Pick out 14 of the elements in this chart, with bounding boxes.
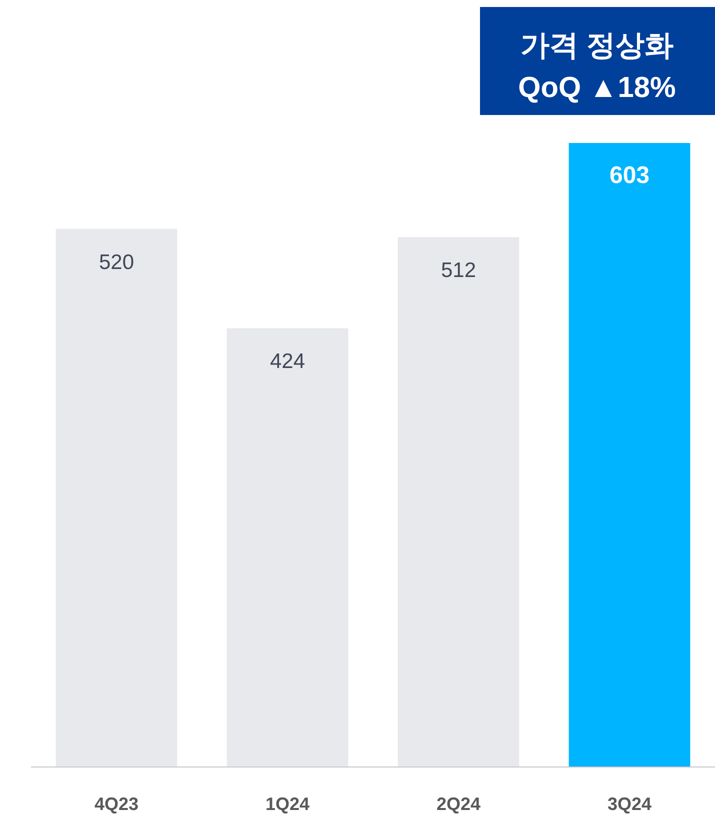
- text: QoQ ▲18%: [518, 72, 676, 104]
- data-label: 512: [440, 259, 476, 282]
- bar: [398, 237, 520, 767]
- x-tick-label: 3Q24: [607, 794, 652, 814]
- bar: [56, 228, 178, 767]
- bar: [226, 328, 348, 767]
- data-label: 424: [270, 350, 306, 374]
- x-tick-label: 2Q24: [436, 794, 481, 814]
- x-tick-label: 4Q23: [94, 794, 139, 814]
- data-label: 520: [98, 250, 134, 274]
- bar: [568, 143, 690, 767]
- text: 가격 정상화: [520, 30, 674, 62]
- data-label: 603: [609, 162, 650, 189]
- x-tick-label: 1Q24: [265, 794, 310, 814]
